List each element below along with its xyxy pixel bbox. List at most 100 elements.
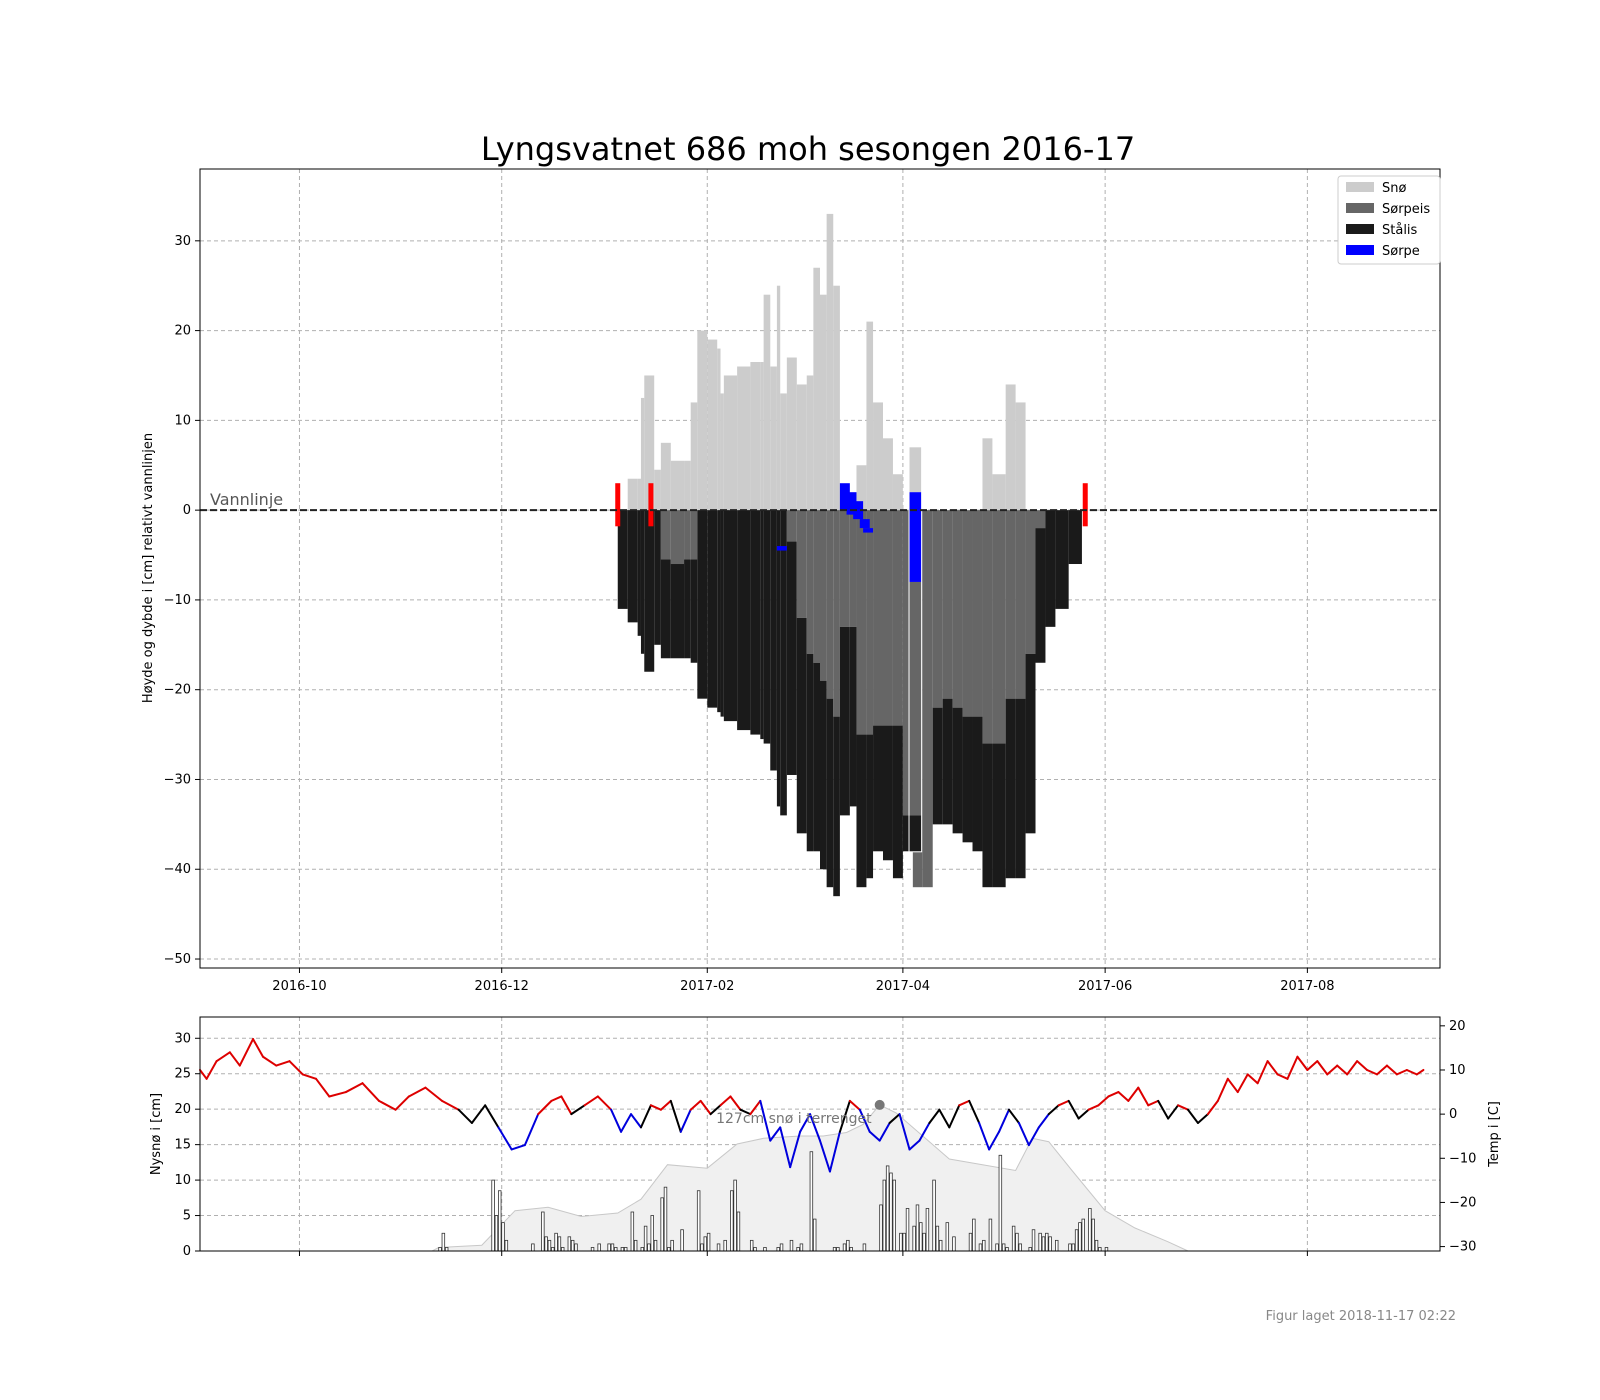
temperature-segment <box>779 1126 792 1169</box>
snow-bar <box>833 285 840 511</box>
temperature-segment <box>407 1086 427 1098</box>
temperature-segment <box>228 1051 241 1067</box>
black-ice-bar <box>637 510 641 636</box>
temperature-segment <box>596 1095 613 1111</box>
temperature-segment <box>838 1099 851 1133</box>
new-snow-bar <box>590 1247 595 1252</box>
slush-ice-bar <box>849 510 857 627</box>
snow-bar <box>1005 384 1016 511</box>
new-snow-bar <box>1068 1243 1072 1252</box>
black-ice-bar <box>972 716 983 852</box>
slush-ice-bar <box>902 510 913 816</box>
temperature-segment <box>484 1104 500 1129</box>
slush-ice-bar <box>660 510 671 560</box>
temperature-segment <box>878 1121 891 1142</box>
temperature-segment <box>1007 1108 1020 1124</box>
x-tick-label: 2017-08 <box>1280 979 1334 994</box>
new-snow-bar <box>1015 1232 1019 1252</box>
snow-bar <box>723 375 738 511</box>
slush-bar <box>846 492 857 515</box>
temperature-segment <box>215 1051 231 1063</box>
new-snow-bar <box>570 1239 575 1252</box>
slush-bar <box>909 492 922 582</box>
temperature-segment <box>394 1095 410 1111</box>
new-snow-bar <box>885 1165 890 1252</box>
slush-ice-bar <box>839 510 850 627</box>
y-tick-label-right: 10 <box>1449 1063 1466 1078</box>
temperature-segment <box>1017 1121 1030 1147</box>
snow-bar <box>780 393 787 511</box>
temperature-segment <box>1117 1091 1130 1102</box>
black-ice-bar <box>992 743 1006 888</box>
snow-bar <box>627 478 638 511</box>
new-snow-bar <box>491 1179 495 1252</box>
new-snow-bar <box>846 1239 850 1252</box>
new-snow-bar <box>554 1232 558 1252</box>
temperature-segment <box>457 1108 473 1124</box>
temperature-segment <box>868 1130 881 1142</box>
black-ice-bar <box>1055 510 1069 609</box>
temperature-segment <box>275 1060 291 1067</box>
legend-label: Sørpe <box>1382 244 1420 259</box>
x-tick-label: 2017-02 <box>680 979 734 994</box>
x-tick-label: 2017-06 <box>1078 979 1132 994</box>
temperature-segment <box>1177 1104 1190 1111</box>
temperature-segment <box>610 1108 623 1133</box>
new-snow-bar <box>670 1239 674 1252</box>
new-snow-bar <box>915 1204 920 1252</box>
temperature-segment <box>1216 1077 1229 1102</box>
y-tick-label: 5 <box>183 1209 191 1224</box>
temperature-segment <box>1286 1055 1299 1080</box>
slush-ice-bar <box>873 510 883 726</box>
new-snow-bar <box>607 1243 611 1252</box>
y-tick-label: 0 <box>183 1244 191 1259</box>
temperature-segment <box>1157 1099 1170 1120</box>
new-snow-bar <box>696 1190 701 1252</box>
temperature-segment <box>799 1113 812 1133</box>
snow-bar <box>690 402 698 511</box>
temperature-line <box>199 1038 1425 1173</box>
ice-marker <box>648 483 654 527</box>
new-snow-bar <box>703 1236 708 1252</box>
new-snow-bar <box>1081 1218 1085 1252</box>
slush-ice-bar <box>806 510 814 654</box>
new-snow-bar <box>700 1243 704 1252</box>
temperature-segment <box>1415 1068 1425 1076</box>
new-snow-bar <box>1071 1243 1076 1252</box>
new-snow-bar <box>922 1232 926 1252</box>
new-snow-bar <box>733 1179 737 1252</box>
slush-bar <box>859 519 870 529</box>
snow-bar <box>892 474 903 511</box>
snow-bar <box>909 447 922 493</box>
chart-title: Lyngsvatnet 686 moh sesongen 2016-17 <box>481 130 1135 168</box>
legend-swatch <box>1346 203 1374 213</box>
new-snow-bar <box>1055 1239 1059 1252</box>
new-snow-bar <box>1018 1243 1022 1252</box>
temperature-segment <box>1206 1099 1219 1116</box>
snow-bar <box>992 474 1006 511</box>
y-tick-label-right: −10 <box>1449 1151 1476 1166</box>
new-snow-bar <box>1031 1229 1036 1252</box>
new-snow-bar <box>551 1247 555 1252</box>
new-snow-bar <box>892 1179 896 1252</box>
new-snow-bar <box>531 1243 535 1252</box>
slush-ice-bar <box>1035 510 1046 529</box>
new-snow-bar <box>905 1208 910 1252</box>
legend-swatch <box>1346 182 1374 192</box>
black-ice-bar <box>902 815 913 852</box>
slush-bar <box>776 546 787 551</box>
temperature-segment <box>361 1082 381 1102</box>
new-snow-bar <box>945 1222 950 1252</box>
slush-ice-bar <box>992 510 1006 744</box>
figure-created-stamp: Figur laget 2018-11-17 02:22 <box>1266 1309 1456 1324</box>
slush-ice-bar <box>922 510 933 888</box>
temperature-segment <box>510 1144 526 1151</box>
temperature-segment <box>1067 1099 1080 1120</box>
slush-ice-bar <box>932 510 943 708</box>
slush-ice-bar <box>690 510 698 560</box>
temperature-segment <box>948 1104 961 1129</box>
slush-bar <box>839 483 850 511</box>
black-ice-bar <box>720 510 724 717</box>
temperature-segment <box>328 1091 347 1098</box>
black-ice-bar <box>962 716 973 843</box>
